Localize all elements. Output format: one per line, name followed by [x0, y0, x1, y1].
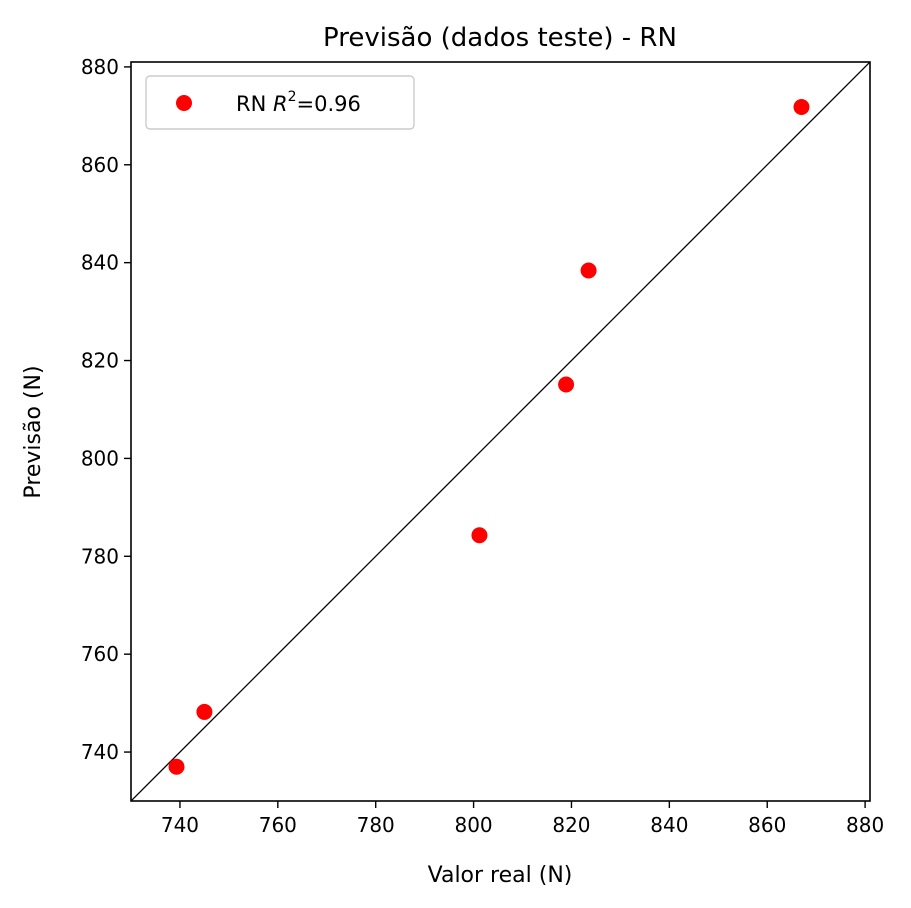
x-tick-label-800: 800 [454, 813, 492, 837]
x-tick-label-880: 880 [846, 813, 884, 837]
legend-r-symbol: R [273, 92, 288, 116]
legend-marker [176, 95, 192, 111]
x-axis-label: Valor real (N) [428, 863, 573, 888]
data-point-2 [196, 703, 213, 720]
legend-entry: RN R2=0.96 [236, 89, 361, 116]
legend-suffix: =0.96 [297, 92, 361, 116]
plot-frame [130, 61, 871, 802]
x-tick-label-740: 740 [161, 813, 199, 837]
y-tick-label-820: 820 [81, 349, 119, 373]
data-point-3 [471, 527, 488, 544]
data-point-1 [168, 758, 185, 775]
chart-title: Previsão (dados teste) - RN [323, 23, 677, 53]
y-tick-label-840: 840 [81, 251, 119, 275]
legend-box [145, 75, 415, 130]
y-tick-label-800: 800 [81, 446, 119, 470]
y-axis-label: Previsão (N) [21, 365, 46, 498]
y-axis-ticks: 740 760 780 800 820 840 860 880 [81, 55, 131, 764]
data-point-6 [793, 99, 810, 116]
y-tick-label-740: 740 [81, 740, 119, 764]
data-point-5 [580, 262, 597, 279]
legend-exponent: 2 [288, 89, 297, 105]
x-tick-label-760: 760 [259, 813, 297, 837]
legend-prefix: RN [236, 92, 273, 116]
y-tick-label-860: 860 [81, 153, 119, 177]
data-points [168, 99, 810, 775]
y-tick-label-880: 880 [81, 55, 119, 79]
x-tick-label-780: 780 [357, 813, 395, 837]
y-tick-label-760: 760 [81, 642, 119, 666]
x-tick-label-860: 860 [748, 813, 786, 837]
identity-line [131, 62, 870, 801]
x-axis-ticks: 740 760 780 800 820 840 860 880 [161, 801, 884, 837]
y-tick-label-780: 780 [81, 544, 119, 568]
x-tick-label-840: 840 [650, 813, 688, 837]
data-point-4 [558, 376, 575, 393]
legend: RN R2=0.96 [145, 75, 415, 130]
plot-area [130, 61, 871, 802]
x-tick-label-820: 820 [552, 813, 590, 837]
